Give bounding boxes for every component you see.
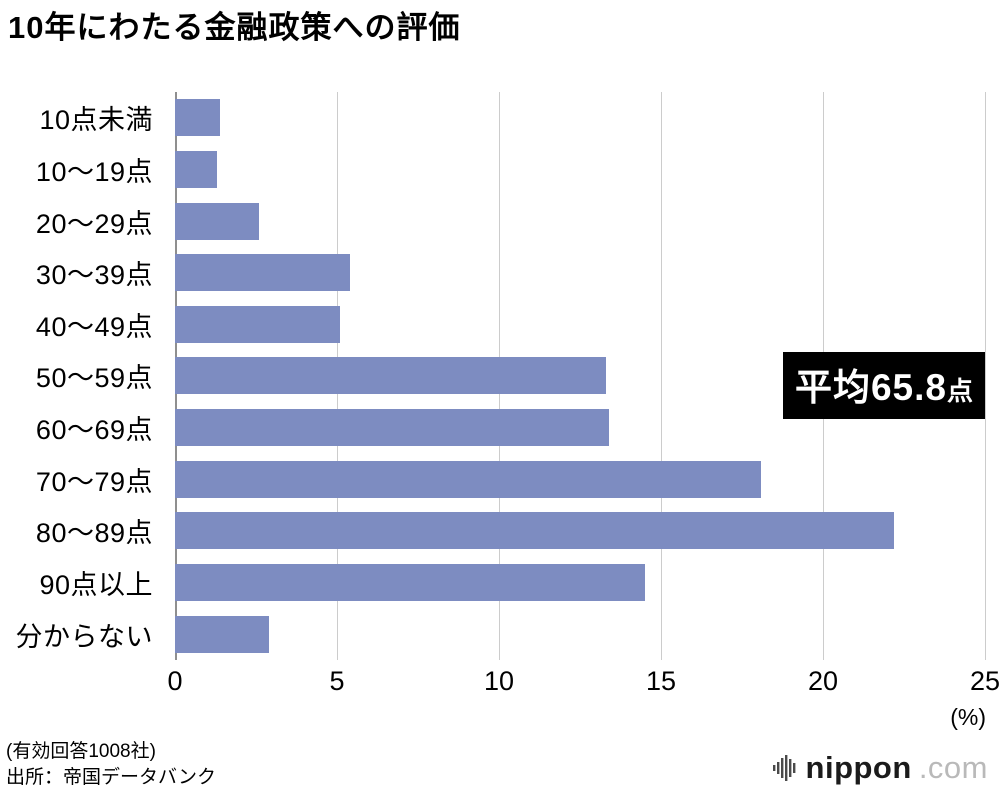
bar (175, 512, 895, 550)
bar-row (175, 557, 985, 609)
bar-row (175, 92, 985, 144)
y-axis-label: 30〜39点 (35, 260, 153, 291)
gridline (661, 92, 662, 660)
bar (175, 254, 350, 292)
logo-text-com: .com (918, 750, 988, 785)
y-axis-label: 40〜49点 (35, 311, 153, 342)
bar (175, 99, 221, 137)
average-unit: 点 (946, 376, 973, 406)
y-axis-label: 50〜59点 (35, 363, 153, 394)
x-tick-label: 0 (167, 666, 183, 696)
nippon-logo: nippon .com (772, 750, 988, 786)
bar-series (175, 92, 985, 660)
x-tick-label: 5 (329, 666, 345, 696)
x-tick-label: 15 (645, 666, 677, 696)
soundwave-icon (772, 755, 795, 781)
bar (175, 305, 341, 343)
y-axis-label: 90点以上 (39, 569, 153, 600)
chart-title: 10年にわたる金融政策への評価 (8, 10, 461, 45)
x-tick-label: 25 (969, 666, 1000, 696)
bar-row (175, 608, 985, 660)
x-axis: 0 5 10 15 20 25 (167, 666, 1000, 700)
y-axis-label: 10点未満 (39, 105, 153, 136)
bar-row (175, 453, 985, 505)
y-axis-label: 80〜89点 (35, 518, 153, 549)
bar (175, 357, 606, 395)
bar (175, 615, 269, 653)
y-axis-label: 20〜29点 (35, 208, 153, 239)
y-axis-labels: 10点未満 10〜19点 20〜29点 30〜39点 40〜49点 50〜59点 60〜69… (0, 92, 165, 660)
bar-row (175, 299, 985, 351)
bar-row (175, 350, 985, 402)
x-tick-label: 10 (483, 666, 515, 696)
plot-area (175, 92, 986, 660)
x-tick-label: 20 (807, 666, 839, 696)
bar (175, 563, 645, 601)
source-note: 出所：帝国データバンク (6, 767, 216, 788)
x-axis-unit-label: (%) (950, 704, 986, 730)
gridline (985, 92, 986, 660)
bar (175, 150, 218, 188)
y-axis-label: 10〜19点 (35, 156, 153, 187)
bar-row (175, 402, 985, 454)
average-annotation: 平均65.8 点 (782, 352, 985, 419)
y-axis-label: 60〜69点 (35, 415, 153, 446)
bar-row (175, 505, 985, 557)
y-axis-label: 70〜79点 (35, 466, 153, 497)
bar-row (175, 247, 985, 299)
y-axis-label: 分からない (15, 621, 153, 652)
bar-row (175, 144, 985, 196)
logo-text-nippon: nippon (805, 750, 912, 785)
bar (175, 409, 610, 447)
average-value: 平均65.8 (794, 367, 947, 408)
sample-size-note: (有効回答1008社) (6, 741, 156, 762)
bar-row (175, 195, 985, 247)
bar (175, 460, 762, 498)
bar (175, 202, 260, 240)
